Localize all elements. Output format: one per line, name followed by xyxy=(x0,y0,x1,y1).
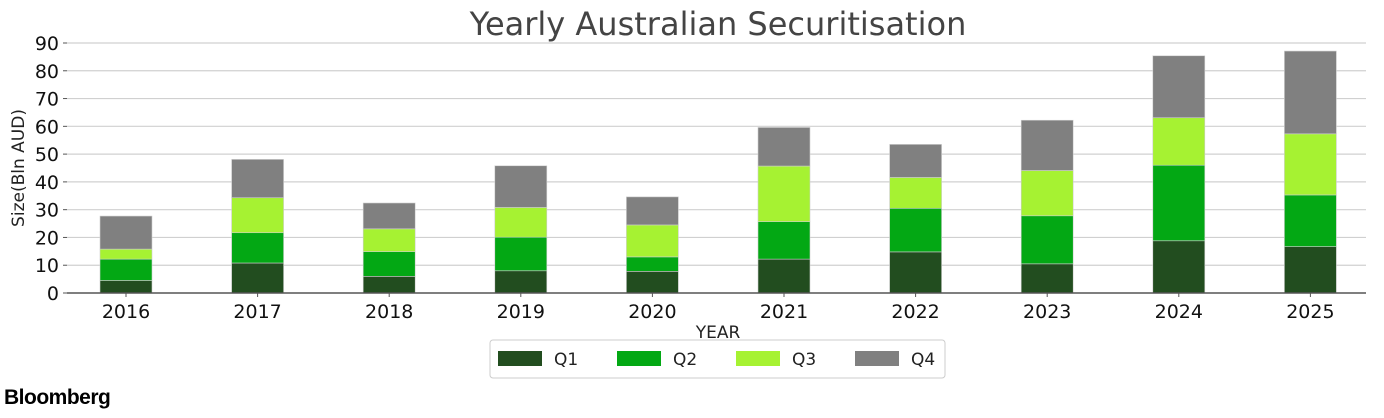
bar-2017-q4 xyxy=(231,159,284,199)
bar-2024-q1 xyxy=(1152,240,1206,294)
bar-2023-q4 xyxy=(1020,119,1074,171)
bar-2024-q2 xyxy=(1152,164,1206,242)
y-tick-label: 40 xyxy=(35,172,59,194)
x-tick-label: 2024 xyxy=(1155,301,1203,323)
legend-label-q4: Q4 xyxy=(911,350,935,370)
x-tick-label: 2018 xyxy=(365,301,413,323)
x-tick-label: 2022 xyxy=(891,301,939,323)
bar-2024-q3 xyxy=(1152,117,1206,166)
bar-2025-q4 xyxy=(1284,50,1337,135)
bar-2016-q4 xyxy=(99,215,153,250)
legend-swatch-q1 xyxy=(498,351,542,366)
bar-2024-q4 xyxy=(1152,55,1206,119)
y-tick-label: 50 xyxy=(35,144,59,166)
y-axis-label: Size(Bln AUD) xyxy=(9,109,29,227)
bar-2017-q2 xyxy=(231,232,284,264)
bar-2023-q2 xyxy=(1020,215,1074,265)
bar-2020-q2 xyxy=(626,256,679,272)
y-axis-ticks: 0 10 20 30 40 50 60 70 80 90 xyxy=(35,33,67,305)
legend-swatch-q2 xyxy=(617,351,661,366)
y-tick-label: 30 xyxy=(35,200,59,222)
bar-2022-q1 xyxy=(889,251,942,294)
bars xyxy=(99,50,1337,294)
bloomberg-logo: Bloomberg xyxy=(4,386,111,409)
bar-2025-q3 xyxy=(1284,133,1337,196)
y-tick-label: 60 xyxy=(35,116,59,138)
y-tick-label: 20 xyxy=(35,227,59,249)
bar-2018-q1 xyxy=(362,276,416,294)
bar-2017-q3 xyxy=(231,197,284,234)
bar-2022-q2 xyxy=(889,207,942,253)
bar-2020-q3 xyxy=(626,224,679,258)
x-tick-label: 2023 xyxy=(1023,301,1071,323)
legend-label-q1: Q1 xyxy=(554,350,578,370)
bar-2018-q2 xyxy=(362,251,416,277)
bar-2019-q2 xyxy=(494,236,548,272)
bar-2016-q2 xyxy=(99,258,153,281)
x-tick-label: 2020 xyxy=(628,301,676,323)
bar-2017-q1 xyxy=(231,262,284,294)
bar-2018-q3 xyxy=(362,228,416,252)
x-tick-label: 2021 xyxy=(760,301,808,323)
x-axis-ticks: 2016 2017 2018 2019 2020 2021 2022 2023 2024 2025 xyxy=(102,293,1335,323)
y-tick-label: 70 xyxy=(35,89,59,111)
bar-2016-q3 xyxy=(99,248,153,260)
y-tick-label: 80 xyxy=(35,61,59,83)
bar-2022-q4 xyxy=(889,144,942,178)
x-tick-label: 2016 xyxy=(102,301,150,323)
y-tick-label: 10 xyxy=(35,255,59,277)
y-tick-label: 90 xyxy=(35,33,59,55)
bar-2019-q1 xyxy=(494,270,548,294)
bar-2018-q4 xyxy=(362,202,416,230)
bar-2025-q1 xyxy=(1284,246,1337,294)
bar-2023-q1 xyxy=(1020,263,1074,294)
legend-label-q3: Q3 xyxy=(792,350,816,370)
chart-title: Yearly Australian Securitisation xyxy=(469,5,967,43)
bar-2021-q4 xyxy=(757,127,811,167)
bar-2021-q3 xyxy=(757,165,811,222)
legend-swatch-q4 xyxy=(855,351,899,366)
x-axis-label: YEAR xyxy=(695,323,741,343)
bar-2025-q2 xyxy=(1284,194,1337,247)
bar-2021-q2 xyxy=(757,221,811,260)
bar-2023-q3 xyxy=(1020,170,1074,217)
x-tick-label: 2019 xyxy=(497,301,545,323)
legend-label-q2: Q2 xyxy=(673,350,697,370)
bar-2019-q3 xyxy=(494,207,548,238)
bar-2019-q4 xyxy=(494,165,548,208)
legend-swatch-q3 xyxy=(736,351,780,366)
x-tick-label: 2025 xyxy=(1286,301,1334,323)
legend: Q1 Q2 Q3 Q4 xyxy=(489,339,946,379)
bar-2021-q1 xyxy=(757,258,811,294)
bar-2022-q3 xyxy=(889,177,942,209)
y-tick-label: 0 xyxy=(47,283,59,305)
bar-2020-q4 xyxy=(626,196,679,226)
bar-2016-q1 xyxy=(99,280,153,294)
x-tick-label: 2017 xyxy=(233,301,281,323)
bar-2020-q1 xyxy=(626,271,679,294)
